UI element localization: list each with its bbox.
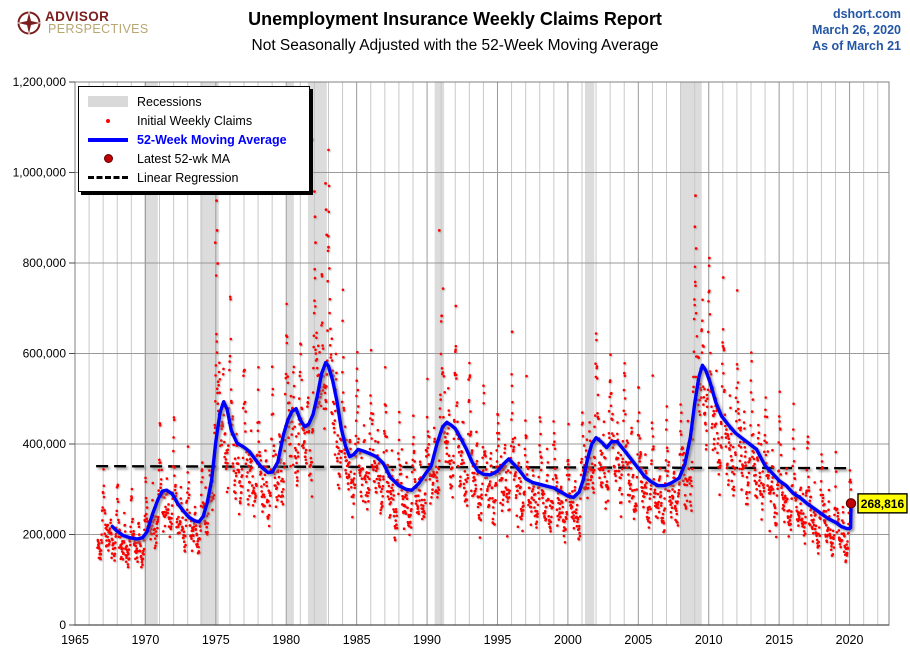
svg-text:1970: 1970 — [132, 633, 160, 647]
axis-labels: 0 200,000 400,000 600,000 800,000 1,000,000 1,… — [13, 75, 864, 647]
svg-text:2010: 2010 — [695, 633, 723, 647]
initial-weekly-claims-swatch — [79, 118, 137, 123]
svg-text:0: 0 — [59, 618, 66, 632]
svg-text:1980: 1980 — [272, 633, 300, 647]
linear-regression-swatch — [79, 176, 137, 179]
svg-text:2015: 2015 — [765, 633, 793, 647]
legend-item-recessions: Recessions — [79, 92, 309, 111]
52-week-moving-average-swatch — [79, 137, 137, 142]
svg-text:268,816: 268,816 — [861, 497, 905, 511]
svg-text:1,000,000: 1,000,000 — [13, 166, 67, 180]
svg-text:2020: 2020 — [836, 633, 864, 647]
legend-label-latest-52-wk-ma: Latest 52-wk MA — [137, 151, 231, 166]
svg-text:1985: 1985 — [343, 633, 371, 647]
compass-star-icon — [16, 10, 42, 36]
recessions-swatch — [79, 96, 137, 107]
legend-label-52-week-moving-average: 52-Week Moving Average — [137, 132, 287, 147]
svg-text:2000: 2000 — [554, 633, 582, 647]
source-block: dshort.com March 26, 2020 As of March 21 — [812, 6, 901, 54]
latest-value-annotation: 268,816 — [857, 493, 908, 514]
legend-label-recessions: Recessions — [137, 94, 202, 109]
svg-text:1995: 1995 — [484, 633, 512, 647]
legend-item-latest-52-wk-ma: Latest 52-wk MA — [79, 149, 309, 168]
moving-average-line — [110, 360, 853, 541]
svg-text:200,000: 200,000 — [23, 528, 67, 542]
latest-ma-dot — [845, 498, 857, 509]
svg-text:600,000: 600,000 — [23, 347, 67, 361]
svg-text:2005: 2005 — [624, 633, 652, 647]
advisor-perspectives-logo: ADVISOR PERSPECTIVES — [16, 10, 149, 36]
gridlines — [75, 82, 889, 625]
logo-text: ADVISOR PERSPECTIVES — [45, 10, 149, 36]
legend-item-52-week-moving-average: 52-Week Moving Average — [79, 130, 309, 149]
logo-perspectives: PERSPECTIVES — [48, 22, 149, 36]
legend-item-linear-regression: Linear Regression — [79, 168, 309, 187]
legend-item-initial-weekly-claims: Initial Weekly Claims — [79, 111, 309, 130]
svg-text:1965: 1965 — [61, 633, 89, 647]
svg-text:1990: 1990 — [413, 633, 441, 647]
legend-label-linear-regression: Linear Regression — [137, 170, 239, 185]
source-date: March 26, 2020 — [812, 23, 901, 37]
chart-legend: Recessions Initial Weekly Claims 52-Week M… — [78, 86, 310, 192]
source-asof: As of March 21 — [812, 39, 901, 53]
svg-text:800,000: 800,000 — [23, 256, 67, 270]
logo-advisor: ADVISOR — [45, 9, 110, 24]
svg-text:1,200,000: 1,200,000 — [13, 75, 67, 89]
latest-52-wk-ma-swatch — [79, 154, 137, 163]
svg-text:1975: 1975 — [202, 633, 230, 647]
source-site: dshort.com — [832, 7, 901, 21]
legend-label-initial-weekly-claims: Initial Weekly Claims — [137, 113, 253, 128]
svg-text:400,000: 400,000 — [23, 437, 67, 451]
